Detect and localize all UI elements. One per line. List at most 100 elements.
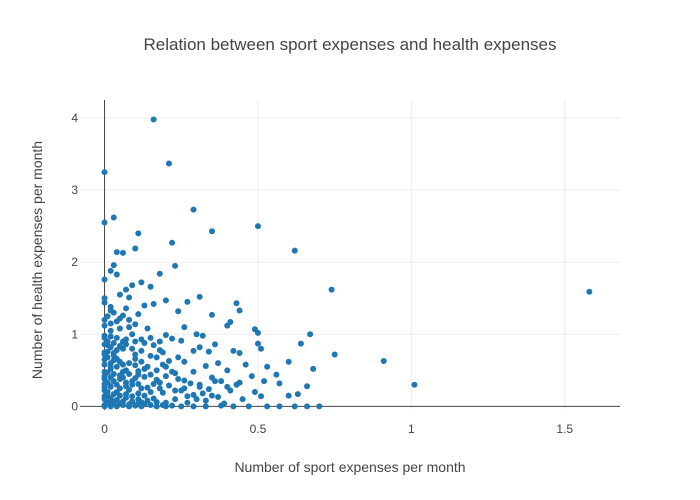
data-point: [162, 332, 169, 339]
data-point: [212, 378, 218, 385]
data-point: [297, 340, 304, 347]
x-axis-ticks: 0 0.5 1 1.5: [101, 422, 573, 436]
data-point: [165, 357, 172, 364]
data-point: [264, 403, 271, 410]
data-point: [110, 214, 117, 221]
data-point: [119, 374, 126, 381]
data-point: [144, 384, 151, 391]
data-point: [104, 313, 111, 320]
data-point: [113, 355, 120, 362]
data-point: [129, 282, 136, 289]
data-point: [123, 305, 130, 312]
data-point: [316, 403, 323, 410]
data-point: [328, 286, 335, 293]
data-point: [113, 249, 120, 256]
data-point: [233, 381, 240, 388]
data-point: [205, 348, 212, 355]
data-point: [159, 349, 166, 356]
data-point: [107, 344, 114, 351]
data-point: [135, 390, 142, 397]
data-point: [107, 333, 114, 340]
data-point: [107, 365, 114, 372]
data-point: [159, 389, 166, 396]
x-tick-label: 1.5: [556, 422, 573, 436]
data-point: [224, 383, 231, 390]
data-point: [218, 378, 225, 385]
data-point: [107, 383, 114, 390]
data-point: [135, 230, 142, 237]
data-point: [113, 363, 120, 370]
data-point: [107, 397, 114, 404]
data-point: [199, 390, 206, 397]
data-point: [304, 383, 311, 390]
data-point: [159, 401, 166, 408]
x-tick-label: 1: [408, 422, 415, 436]
data-point: [199, 332, 206, 339]
data-point: [110, 262, 117, 269]
data-point: [208, 392, 215, 399]
data-point: [190, 403, 197, 410]
data-point: [116, 385, 123, 392]
data-point: [116, 291, 123, 298]
data-point: [181, 377, 188, 384]
data-point: [147, 401, 154, 408]
data-point: [181, 385, 188, 392]
data-point: [153, 403, 160, 410]
data-point: [147, 334, 154, 341]
data-point: [331, 351, 338, 358]
data-point: [248, 373, 255, 380]
data-point: [258, 393, 265, 400]
data-point: [230, 347, 237, 354]
data-point: [254, 329, 261, 336]
data-point: [141, 373, 148, 380]
data-point: [123, 286, 130, 293]
data-point: [190, 347, 197, 354]
y-tick-label: 2: [71, 255, 78, 269]
data-point: [119, 361, 126, 368]
data-point: [205, 386, 212, 393]
data-point: [126, 324, 133, 331]
data-point: [196, 293, 203, 300]
data-point: [291, 247, 298, 254]
data-point: [119, 368, 126, 375]
data-point: [132, 245, 139, 252]
y-axis-title: Number of health expenses per month: [29, 141, 45, 379]
data-point: [153, 399, 160, 406]
data-point: [141, 339, 148, 346]
data-point: [218, 402, 225, 409]
data-point: [144, 397, 151, 404]
data-point: [129, 378, 136, 385]
data-point: [138, 279, 145, 286]
data-point: [294, 391, 301, 398]
data-point: [230, 403, 237, 410]
data-point: [107, 307, 114, 314]
data-point: [153, 354, 160, 361]
data-point: [126, 316, 133, 323]
data-point: [147, 388, 154, 395]
data-point: [172, 396, 179, 403]
data-point: [212, 341, 218, 348]
data-point: [113, 271, 120, 278]
data-point: [162, 373, 169, 380]
x-axis-title: Number of sport expenses per month: [234, 459, 465, 475]
data-point: [144, 363, 151, 370]
data-point: [196, 344, 203, 351]
data-point: [107, 360, 114, 367]
data-point: [135, 396, 142, 403]
data-point: [224, 322, 231, 329]
data-point: [116, 392, 123, 399]
data-point: [181, 358, 188, 365]
data-point: [107, 327, 114, 334]
data-point: [104, 348, 111, 355]
data-point: [245, 403, 252, 410]
y-tick-label: 1: [71, 327, 78, 341]
data-point: [101, 295, 108, 302]
data-point: [156, 385, 163, 392]
data-point: [172, 262, 179, 269]
data-point: [285, 392, 292, 399]
data-point: [141, 392, 148, 399]
data-point: [101, 334, 108, 341]
data-point: [123, 383, 130, 390]
